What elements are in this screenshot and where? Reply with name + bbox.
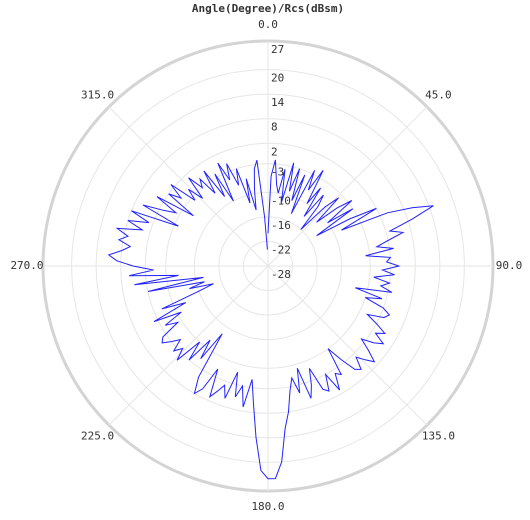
radial-tick-label: 2 [271, 145, 278, 158]
radial-tick-label: -28 [271, 268, 291, 281]
radial-tick-label: -22 [271, 243, 291, 256]
angle-label: 0.0 [258, 18, 278, 31]
angle-label: 315.0 [81, 89, 114, 102]
radial-tick-label: -16 [271, 219, 291, 232]
spoke [109, 266, 268, 425]
spoke [268, 266, 427, 425]
rcs-line [109, 160, 434, 479]
angle-label: 225.0 [81, 429, 114, 442]
angle-label: 90.0 [496, 259, 523, 272]
spoke [109, 107, 268, 266]
angle-label: 45.0 [425, 89, 452, 102]
chart-title: Angle(Degree)/Rcs(dBsm) [192, 2, 344, 15]
radial-tick-label: 14 [271, 96, 285, 109]
radial-tick-label: 27 [271, 43, 284, 56]
angle-label: 135.0 [422, 429, 455, 442]
angle-label: 180.0 [251, 500, 284, 513]
radial-tick-label: 8 [271, 121, 278, 134]
radial-tick-label: -10 [271, 194, 291, 207]
angle-label: 270.0 [10, 259, 43, 272]
radial-tick-label: 20 [271, 72, 284, 85]
